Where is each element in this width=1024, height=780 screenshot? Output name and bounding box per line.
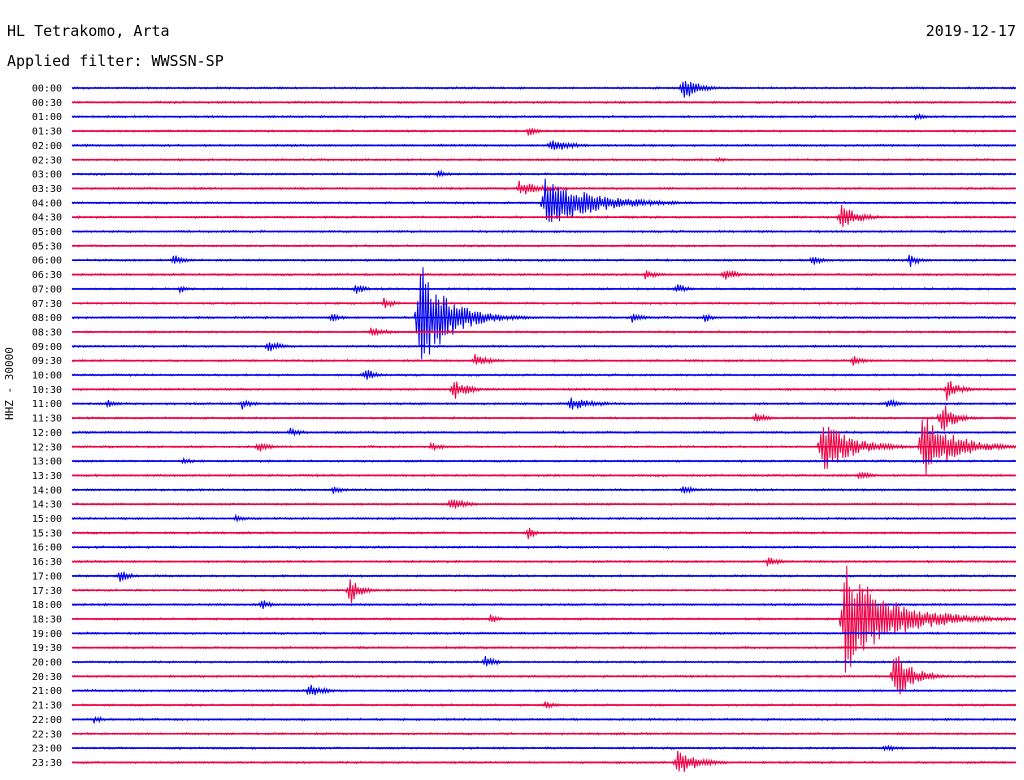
row-time-label: 05:30 [32,241,62,252]
seismic-trace-row [71,750,1017,772]
row-time-label: 22:30 [32,729,62,740]
seismic-trace-row [71,471,1017,480]
row-time-label: 23:00 [32,744,62,755]
row-time-label: 23:30 [32,758,62,769]
row-time-label: 08:00 [32,313,62,324]
row-time-label: 13:30 [32,471,62,482]
row-time-label: 09:00 [32,342,62,353]
row-time-label: 19:00 [32,629,62,640]
row-labels: 00:00 00:30 01:00 01:30 02:00 02:30 03:00 03:30… [32,84,62,769]
seismic-trace-row [71,180,1017,195]
row-time-label: 08:30 [32,327,62,338]
row-time-label: 15:00 [32,514,62,525]
row-time-label: 17:00 [32,571,62,582]
row-time-label: 14:00 [32,485,62,496]
row-time-label: 07:30 [32,299,62,310]
row-time-label: 16:30 [32,557,62,568]
row-time-label: 05:00 [32,227,62,238]
row-time-label: 21:00 [32,686,62,697]
row-time-label: 18:30 [32,614,62,625]
station-title: HL Tetrakomo, Arta [7,22,170,40]
row-time-label: 07:00 [32,284,62,295]
row-time-label: 10:00 [32,371,62,382]
row-time-label: 20:30 [32,672,62,683]
row-time-label: 19:30 [32,643,62,654]
row-time-label: 11:00 [32,399,62,410]
row-time-label: 12:30 [32,442,62,453]
seismic-trace-row [71,80,1017,98]
row-time-label: 00:00 [32,84,62,95]
row-time-label: 06:00 [32,256,62,267]
row-time-label: 03:30 [32,184,62,195]
seismic-trace-row [71,579,1017,604]
row-time-label: 02:30 [32,155,62,166]
row-time-label: 22:00 [32,715,62,726]
row-time-label: 18:00 [32,600,62,611]
trace-lines [71,80,1017,772]
row-time-label: 06:30 [32,270,62,281]
seismic-trace-row [71,571,1017,582]
row-time-label: 01:30 [32,127,62,138]
row-time-label: 03:00 [32,170,62,181]
row-time-label: 04:00 [32,198,62,209]
seismic-trace-row [71,380,1017,401]
row-time-label: 16:00 [32,543,62,554]
row-time-label: 04:30 [32,213,62,224]
row-time-label: 20:00 [32,658,62,669]
row-time-label: 14:30 [32,500,62,511]
seismic-trace-row [71,656,1017,667]
filter-label: Applied filter: WWSSN-SP [7,52,224,70]
row-time-label: 15:30 [32,528,62,539]
date-label: 2019-12-17 [925,22,1016,40]
row-time-label: 12:00 [32,428,62,439]
seismic-trace-row [71,427,1017,437]
row-time-label: 21:30 [32,701,62,712]
row-time-label: 13:00 [32,457,62,468]
row-time-label: 17:30 [32,586,62,597]
row-time-label: 00:30 [32,98,62,109]
seismic-trace-row [71,178,1017,222]
row-time-label: 01:00 [32,112,62,123]
row-time-label: 11:30 [32,414,62,425]
row-time-label: 09:30 [32,356,62,367]
row-time-label: 02:00 [32,141,62,152]
row-time-label: 10:30 [32,385,62,396]
